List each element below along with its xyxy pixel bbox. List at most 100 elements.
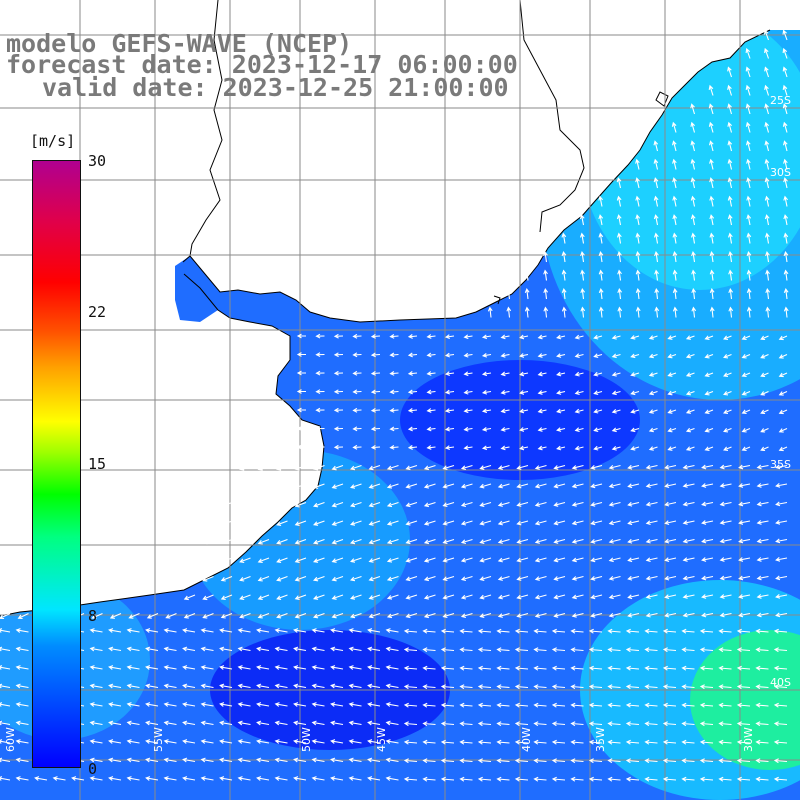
wind-arrow xyxy=(756,464,769,470)
wind-arrow xyxy=(405,594,418,600)
wind-arrow xyxy=(145,646,159,652)
wind-arrow xyxy=(407,334,418,339)
wind-arrow xyxy=(719,538,732,544)
wind-arrow xyxy=(459,776,473,782)
wind-arrow xyxy=(648,353,658,359)
wind-arrow xyxy=(664,501,677,507)
wind-arrow xyxy=(778,353,788,359)
wind-arrow xyxy=(778,409,788,415)
wind-arrow xyxy=(653,214,659,226)
wind-arrow xyxy=(350,594,362,600)
wind-arrow xyxy=(764,158,770,170)
wind-arrows xyxy=(0,29,789,782)
wind-arrow xyxy=(352,426,362,432)
wind-arrow xyxy=(773,739,788,745)
wind-arrow xyxy=(330,665,344,670)
speed-region-high-se xyxy=(690,630,800,770)
wind-arrow xyxy=(551,665,566,671)
wind-arrow xyxy=(477,628,492,634)
wind-arrow xyxy=(764,66,770,78)
wind-arrow xyxy=(704,409,714,414)
wind-arrow xyxy=(219,757,233,763)
wind-arrow xyxy=(423,520,436,526)
wind-arrow xyxy=(389,389,399,395)
wind-arrow xyxy=(773,684,788,690)
wind-arrow xyxy=(219,628,233,633)
wind-arrow xyxy=(607,684,621,690)
wind-arrow xyxy=(570,776,584,782)
wind-arrow xyxy=(89,720,103,726)
wind-arrow xyxy=(386,557,399,563)
wind-arrow xyxy=(741,427,751,433)
wind-arrow xyxy=(237,702,251,707)
lon-label-60w: 60W xyxy=(4,727,17,752)
wind-arrow xyxy=(145,757,159,763)
wind-arrow xyxy=(350,464,362,471)
wind-arrow xyxy=(477,665,492,671)
wind-arrow xyxy=(782,66,788,78)
wind-arrow xyxy=(330,628,344,633)
wind-arrow xyxy=(276,612,288,619)
wind-arrow xyxy=(709,195,715,207)
lat-label-35s: 35S xyxy=(770,458,791,471)
wind-arrow xyxy=(709,269,715,281)
wind-arrow xyxy=(385,628,399,633)
wind-arrow xyxy=(746,306,752,318)
wind-arrow xyxy=(182,702,196,707)
wind-arrow xyxy=(760,335,769,341)
wind-arrow xyxy=(293,776,307,781)
wind-arrow xyxy=(719,501,732,507)
wind-arrow xyxy=(0,628,11,633)
wind-arrow xyxy=(477,684,492,690)
wind-arrow xyxy=(352,370,362,376)
wind-arrow xyxy=(239,538,251,545)
wind-arrow xyxy=(386,538,399,545)
wind-arrow xyxy=(728,269,733,281)
lon-label-45w: 45W xyxy=(375,727,388,752)
wind-arrow xyxy=(0,739,11,744)
lon-label-40w: 40W xyxy=(520,727,533,752)
wind-arrow xyxy=(293,665,307,670)
wind-arrow xyxy=(459,684,473,690)
wind-arrow xyxy=(257,538,270,545)
wind-arrow xyxy=(533,665,547,671)
wind-arrow xyxy=(386,612,399,619)
wind-arrow xyxy=(460,483,473,489)
wind-arrow xyxy=(756,538,769,544)
wind-arrow xyxy=(718,739,732,745)
wind-arrow xyxy=(274,646,288,652)
wind-arrow xyxy=(723,353,732,359)
wind-arrow xyxy=(593,390,603,396)
wind-arrow xyxy=(239,557,251,564)
wind-arrow xyxy=(741,409,751,415)
wind-arrow xyxy=(479,501,492,507)
wind-arrow xyxy=(746,287,752,300)
wind-arrow xyxy=(331,612,344,619)
wind-arrow xyxy=(533,647,547,653)
wind-arrow xyxy=(537,445,547,451)
wind-arrow xyxy=(782,140,788,152)
wind-arrow xyxy=(654,306,660,318)
wind-arrow xyxy=(145,739,159,744)
wind-arrow xyxy=(561,269,567,281)
wind-arrow xyxy=(514,665,529,671)
wind-arrow xyxy=(691,269,696,281)
wind-arrow xyxy=(598,214,604,226)
wind-arrow xyxy=(276,483,288,489)
wind-arrow xyxy=(405,557,418,563)
wind-arrow xyxy=(487,306,493,318)
wind-arrow xyxy=(625,628,640,634)
wind-arrow xyxy=(293,720,307,726)
wind-arrow xyxy=(477,758,492,764)
wind-arrow xyxy=(625,647,640,653)
wind-arrow xyxy=(348,683,362,689)
wind-arrow xyxy=(459,702,473,708)
wind-arrow xyxy=(182,720,196,726)
wind-arrow xyxy=(350,483,362,489)
wind-arrow xyxy=(348,665,362,670)
wind-arrow xyxy=(756,612,769,618)
wind-arrow xyxy=(477,702,492,708)
wind-arrow xyxy=(704,372,714,377)
wind-arrow xyxy=(667,427,677,433)
